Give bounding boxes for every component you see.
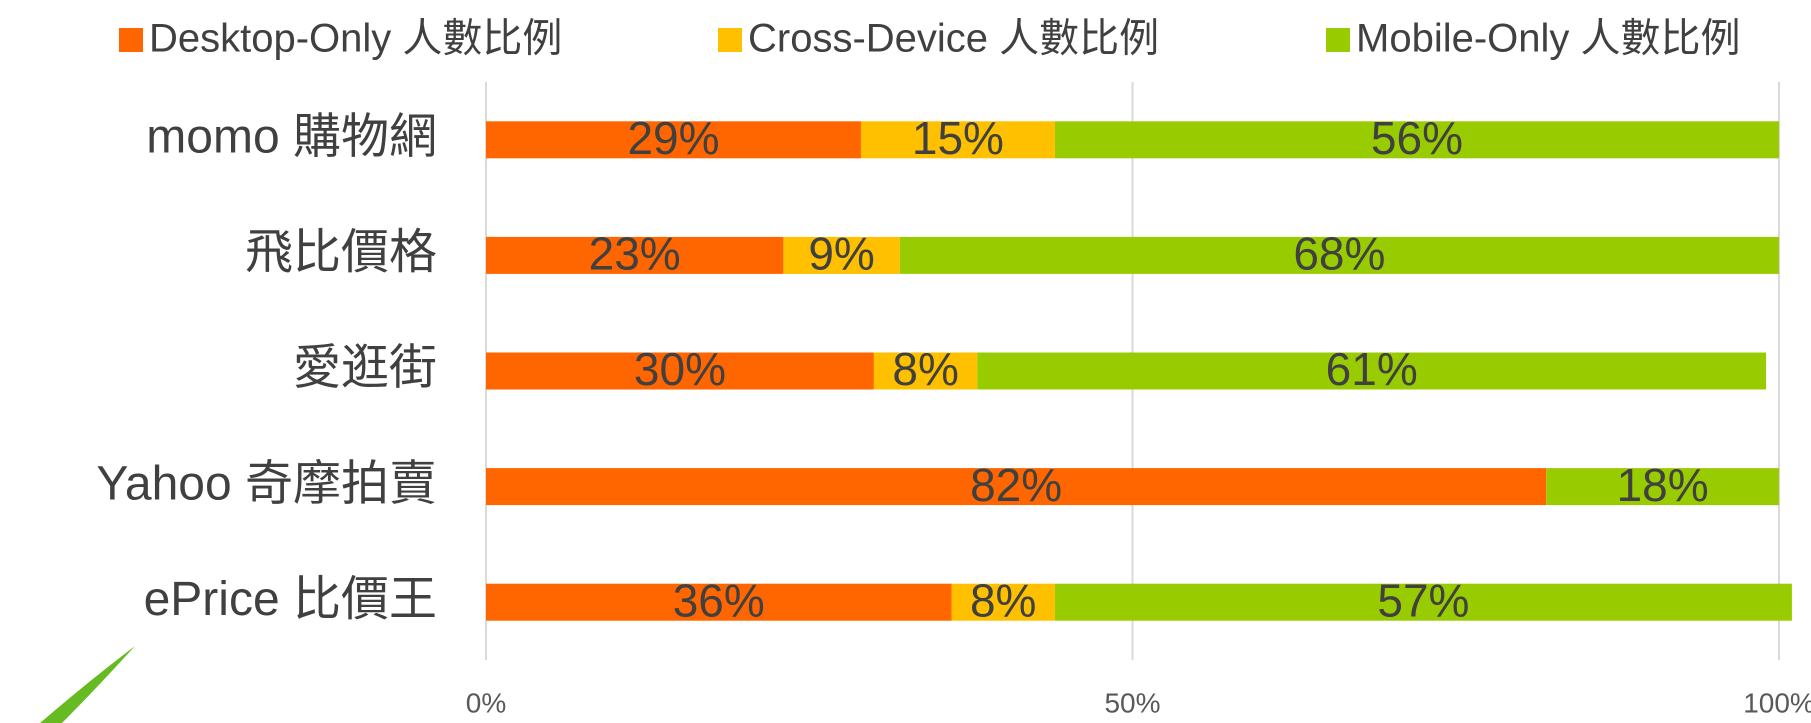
bar-segment xyxy=(1054,121,1779,159)
legend-label: Mobile-Only 人數比例 xyxy=(1356,17,1741,61)
bar-segment xyxy=(1054,583,1792,621)
data-label: 36% xyxy=(673,574,765,626)
y-tick-label: 愛逛街 xyxy=(293,342,437,395)
x-tick-label: 0% xyxy=(466,687,506,718)
bar-segment xyxy=(486,352,874,390)
data-label: 61% xyxy=(1326,343,1418,395)
data-label: 8% xyxy=(892,343,958,395)
legend-label: Cross-Device 人數比例 xyxy=(748,17,1159,61)
x-tick-label: 50% xyxy=(1104,687,1160,718)
bar-segment xyxy=(783,236,900,274)
y-tick-label: 飛比價格 xyxy=(245,226,437,279)
bar-segment xyxy=(860,121,1055,159)
bar-segment xyxy=(951,583,1055,621)
bar-segment xyxy=(1546,468,1779,506)
data-label: 9% xyxy=(808,228,874,280)
bar-segment xyxy=(486,583,952,621)
data-label: 30% xyxy=(634,343,726,395)
data-label: 56% xyxy=(1371,112,1463,164)
bar-segment xyxy=(977,352,1767,390)
bar-segment xyxy=(486,236,784,274)
bar-segment xyxy=(899,236,1779,274)
decoration xyxy=(40,646,135,723)
data-label: 23% xyxy=(589,228,681,280)
data-label: 68% xyxy=(1293,228,1385,280)
y-tick-label: ePrice 比價王 xyxy=(144,573,437,626)
data-label: 29% xyxy=(627,112,719,164)
data-label: 8% xyxy=(970,574,1036,626)
legend-marker xyxy=(119,28,143,52)
y-tick-label: momo 購物網 xyxy=(146,110,437,163)
data-label: 18% xyxy=(1617,459,1709,511)
bar-segment xyxy=(486,121,861,159)
y-tick-label: Yahoo 奇摩拍賣 xyxy=(96,457,437,510)
data-label: 82% xyxy=(970,459,1062,511)
legend-marker xyxy=(1326,28,1350,52)
data-label: 57% xyxy=(1377,574,1469,626)
legend-label: Desktop-Only 人數比例 xyxy=(149,17,562,61)
bar-segment xyxy=(486,468,1547,506)
legend-marker xyxy=(718,28,742,52)
data-label: 15% xyxy=(912,112,1004,164)
bar-segment xyxy=(873,352,978,390)
x-tick-label: 100% xyxy=(1743,687,1811,718)
